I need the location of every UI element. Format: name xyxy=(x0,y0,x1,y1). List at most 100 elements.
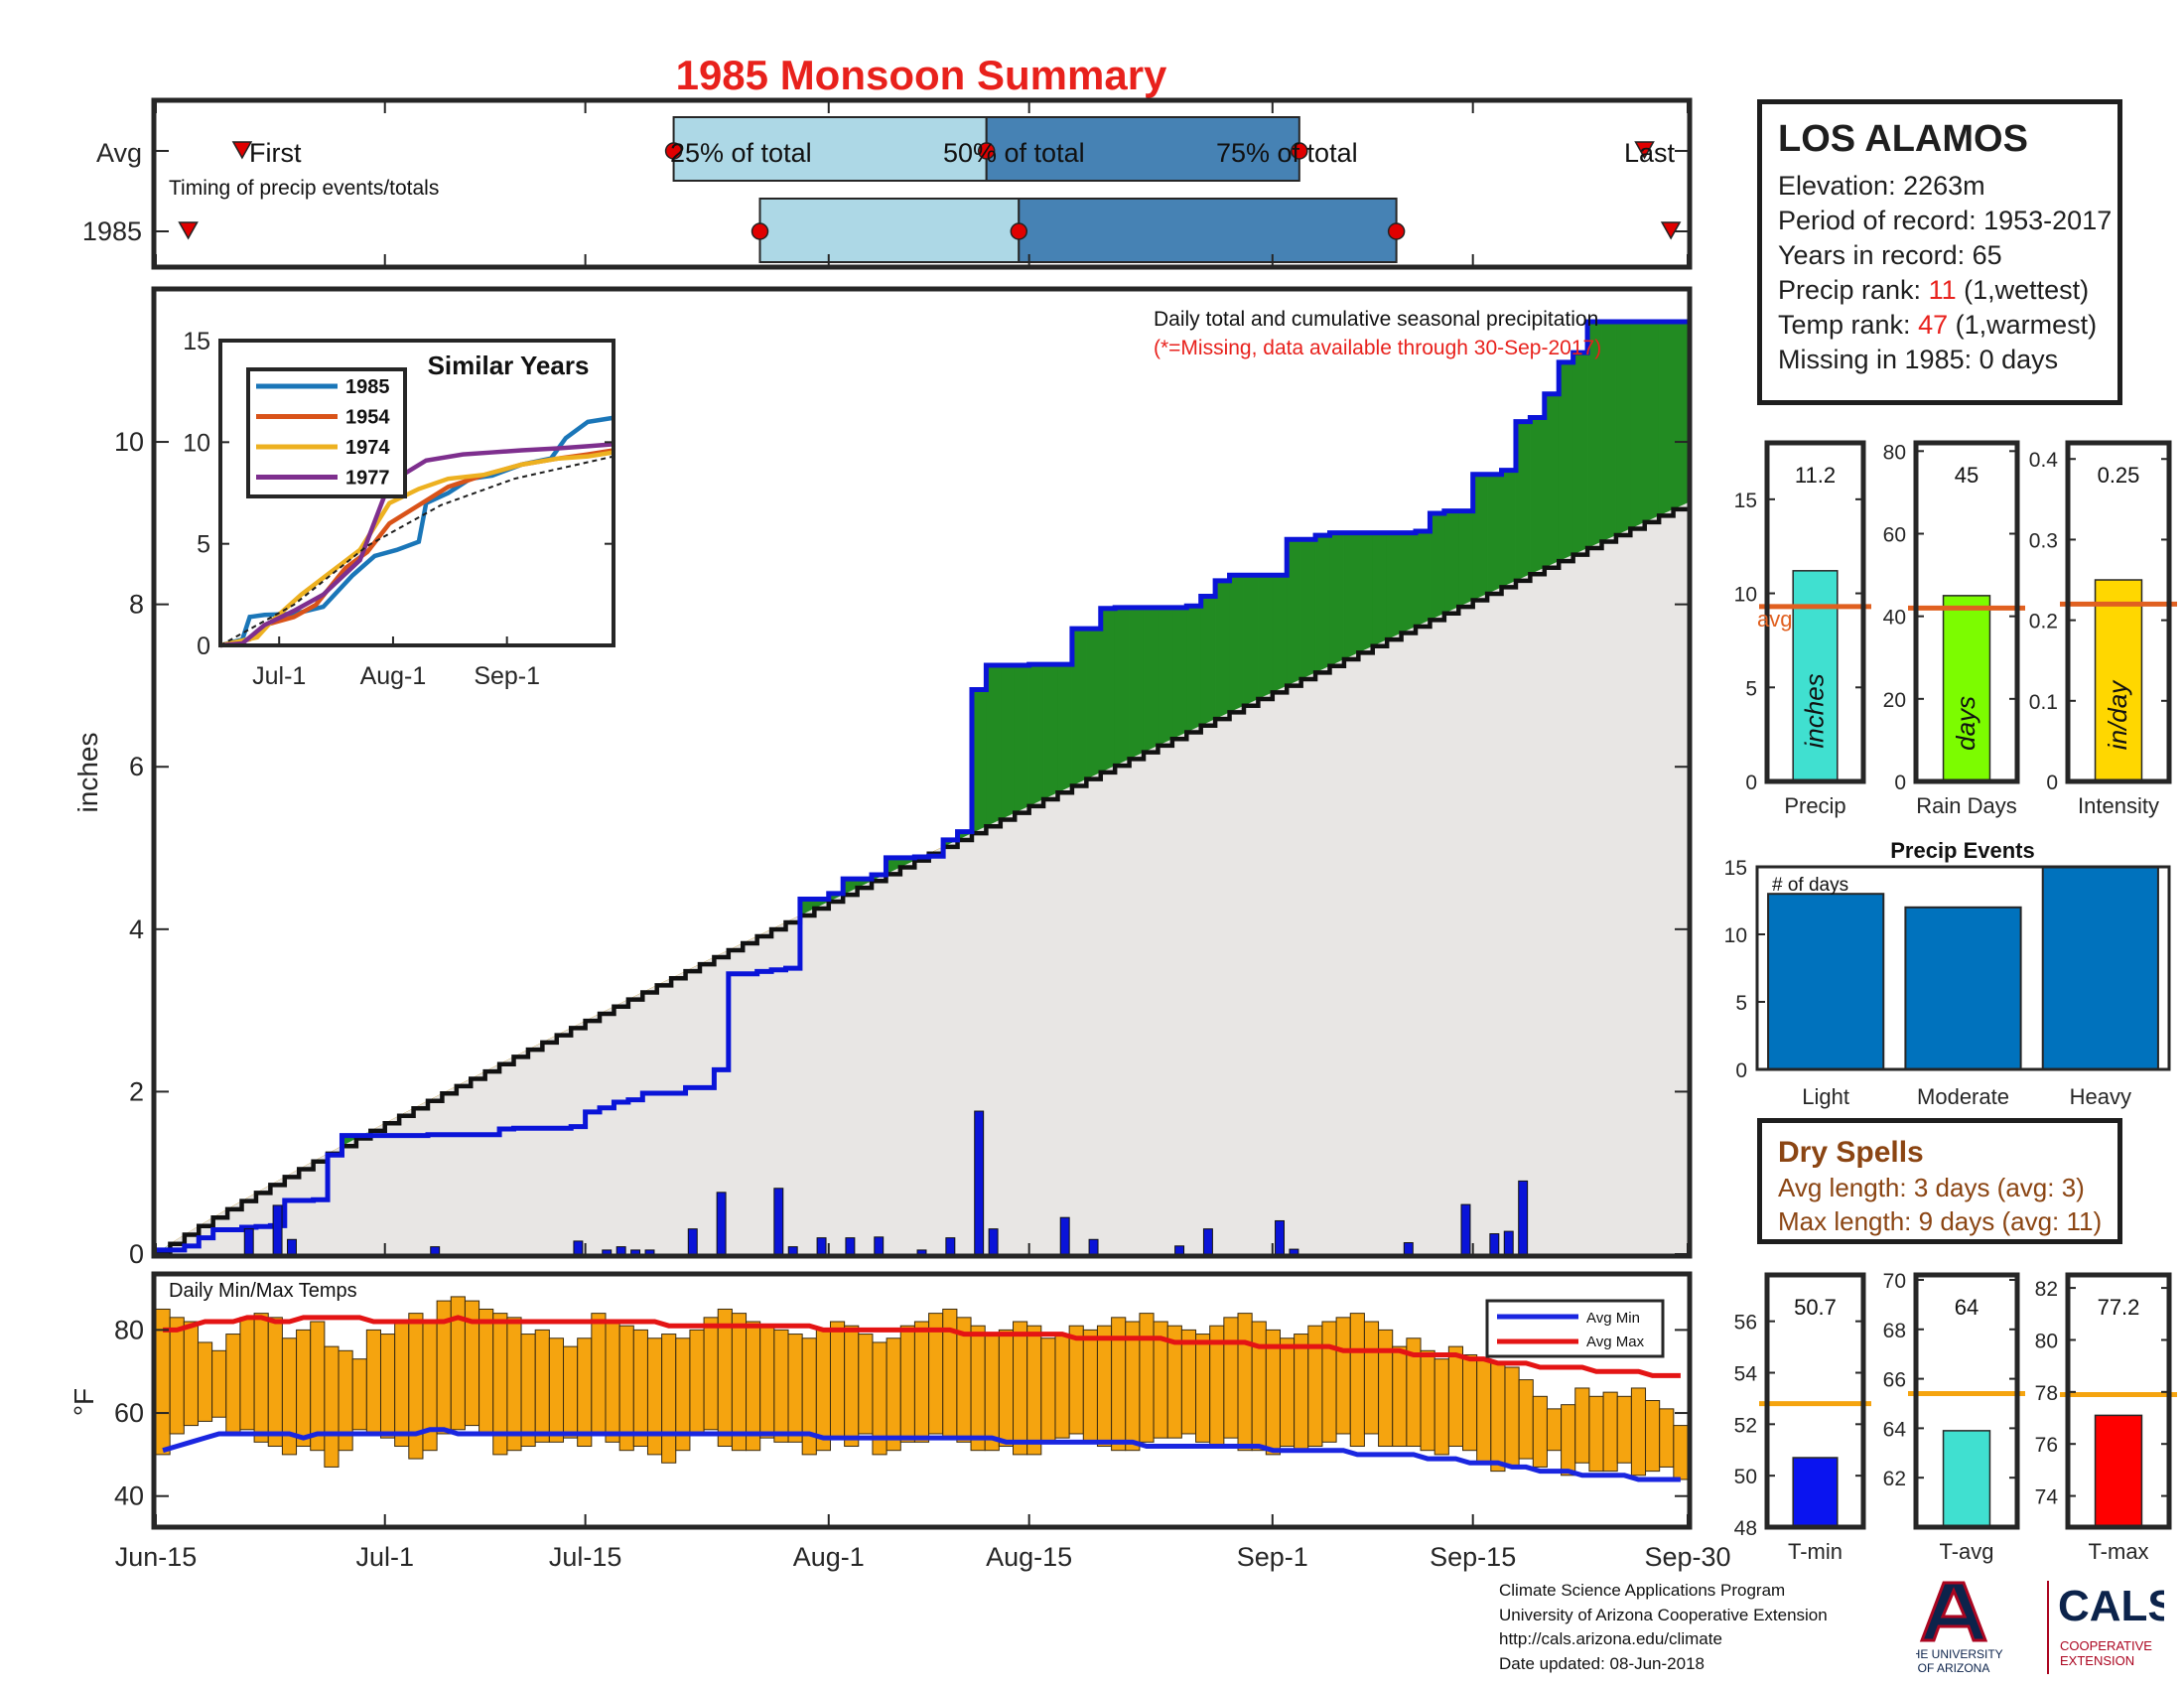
temp-rank-label: Temp rank: xyxy=(1778,310,1919,340)
date-tick-label: Aug-1 xyxy=(793,1542,865,1572)
temp-range-bar xyxy=(1125,1321,1141,1452)
temp-range-bar xyxy=(1040,1337,1056,1443)
temp-range-bar xyxy=(211,1349,227,1418)
timing-frame xyxy=(151,97,1693,270)
main-precip-panel: 0 2 4 6 8 10 inches Daily total and cumulativ… xyxy=(72,286,1693,1269)
excess-band xyxy=(1028,663,1044,807)
temp-range-bar xyxy=(1349,1313,1365,1448)
raindays-summary-ytick-label: 80 xyxy=(1883,441,1906,464)
daily-precip-bar xyxy=(272,1204,283,1255)
temp-range-bar xyxy=(717,1308,733,1448)
date-tick-label: Sep-1 xyxy=(1237,1542,1308,1572)
excess-band xyxy=(1501,470,1517,588)
station-elevation: Elevation: 2263m xyxy=(1778,171,1985,201)
intensity-summary-value: 0.25 xyxy=(2098,463,2140,488)
events-category-label: Light xyxy=(1802,1084,1849,1109)
temp-range-bar xyxy=(1294,1334,1309,1452)
temp-range-bar xyxy=(1321,1321,1337,1443)
daily-precip-bar xyxy=(1202,1228,1213,1255)
daily-precip-bar xyxy=(1489,1233,1500,1255)
temp-rank-value: 47 xyxy=(1918,310,1949,340)
temp-range-bar xyxy=(1645,1400,1661,1473)
credit-line-4: Date updated: 08-Jun-2018 xyxy=(1499,1653,1705,1673)
date-tick-label: Sep-30 xyxy=(1644,1542,1730,1572)
inset-series-1977 xyxy=(219,442,614,648)
inset-xtick-label: Aug-1 xyxy=(360,662,427,690)
temp-range-bar xyxy=(1630,1387,1647,1477)
avg-q25-marker xyxy=(664,142,683,160)
temp-range-bar xyxy=(1673,1425,1689,1480)
tavg-summary-frame xyxy=(1913,1272,2020,1530)
tmin-summary-ytick-label: 54 xyxy=(1734,1362,1758,1385)
tmin-summary-label: T-min xyxy=(1788,1539,1843,1564)
daily-precip-bar xyxy=(787,1246,798,1255)
excess-band xyxy=(1272,574,1288,693)
temp-range-bar xyxy=(520,1334,536,1448)
temp-range-bar xyxy=(548,1337,565,1443)
inset-legend-label: 1974 xyxy=(345,437,390,459)
tmax-summary-ytick-label: 76 xyxy=(2035,1434,2058,1457)
intensity-summary-ytick-label: 0.1 xyxy=(2029,691,2058,714)
temp-range-bar xyxy=(773,1329,789,1443)
temp-range-bar xyxy=(296,1329,312,1448)
main-ytick-label: 4 xyxy=(129,914,144,944)
temp-range-bar xyxy=(1139,1313,1155,1443)
temp-rank: Temp rank: 47 (1,warmest) xyxy=(1778,308,2117,343)
temp-title: Daily Min/Max Temps xyxy=(169,1280,357,1302)
excess-band xyxy=(1358,532,1373,653)
average-cumulative-area xyxy=(156,502,1688,1254)
daily-precip-bar xyxy=(845,1237,856,1255)
temp-range-bar xyxy=(1307,1325,1323,1448)
excess-band xyxy=(1329,532,1345,667)
excess-band xyxy=(1443,510,1459,615)
intensity-summary-label: Intensity xyxy=(2078,793,2159,818)
raindays-summary-ytick-label: 0 xyxy=(1894,772,1906,794)
temp-range-bar xyxy=(577,1337,593,1448)
temp-range-bar xyxy=(239,1317,255,1431)
inset-frame xyxy=(218,339,615,647)
intensity-summary-ytick-label: 0.2 xyxy=(2029,611,2058,633)
temp-range-bar xyxy=(1504,1366,1520,1468)
daily-precip-bar xyxy=(602,1249,613,1255)
temp-range-bar xyxy=(253,1313,269,1443)
cumulative-1985-line xyxy=(156,319,1688,1253)
dry-spells-avg: Avg length: 3 days (avg: 3) xyxy=(1778,1173,2085,1202)
temp-range-bar xyxy=(1013,1321,1028,1456)
temp-range-bar xyxy=(829,1321,846,1439)
temp-range-bar xyxy=(1420,1349,1435,1452)
main-ytick-label: 0 xyxy=(129,1239,144,1269)
temp-range-bar xyxy=(267,1317,283,1448)
tmax-summary-ytick-label: 78 xyxy=(2035,1382,2058,1405)
timing-q25-label: 25% of total xyxy=(670,138,812,168)
tavg-summary-ytick-label: 64 xyxy=(1883,1418,1907,1441)
excess-band xyxy=(1300,538,1316,680)
temp-range-bar xyxy=(787,1334,803,1443)
temperature-panel: 40 60 80 Daily Min/Max Temps °F Avg Min Av… xyxy=(68,1271,1693,1530)
excess-band xyxy=(1042,663,1058,800)
temp-range-bar xyxy=(1574,1387,1590,1464)
raindays-summary-unit: days xyxy=(1951,696,1980,751)
timing-year-label: 1985 xyxy=(82,216,142,246)
temp-range-bar xyxy=(632,1329,648,1448)
missing-days: Missing in 1985: 0 days xyxy=(1778,345,2059,374)
intensity-summary-ytick-label: 0 xyxy=(2046,772,2058,794)
excess-band xyxy=(1200,596,1216,727)
tmin-summary-ytick-label: 50 xyxy=(1734,1466,1757,1488)
main-ylabel: inches xyxy=(72,733,103,813)
main-ytick-label: 8 xyxy=(129,590,144,620)
daily-precip-bar xyxy=(615,1246,626,1255)
events-ytick-label: 10 xyxy=(1724,924,1747,947)
temp-range-bar xyxy=(506,1317,522,1452)
dry-spells-box: Dry Spells Avg length: 3 days (avg: 3) M… xyxy=(1757,1118,2122,1244)
daily-precip-bar xyxy=(1289,1248,1299,1255)
events-ylabel: # of days xyxy=(1772,875,1848,896)
date-tick-label: Jun-15 xyxy=(115,1542,198,1572)
temp-range-bar xyxy=(365,1329,381,1435)
events-ytick-label: 15 xyxy=(1724,857,1747,880)
temp-range-bar xyxy=(1335,1317,1351,1435)
tavg-summary-label: T-avg xyxy=(1939,1539,1993,1564)
coop-line-1: COOPERATIVE xyxy=(2060,1638,2152,1653)
station-info-box: LOS ALAMOS Elevation: 2263m Period of re… xyxy=(1757,99,2122,405)
precip-summary-ytick-label: 15 xyxy=(1734,490,1757,512)
